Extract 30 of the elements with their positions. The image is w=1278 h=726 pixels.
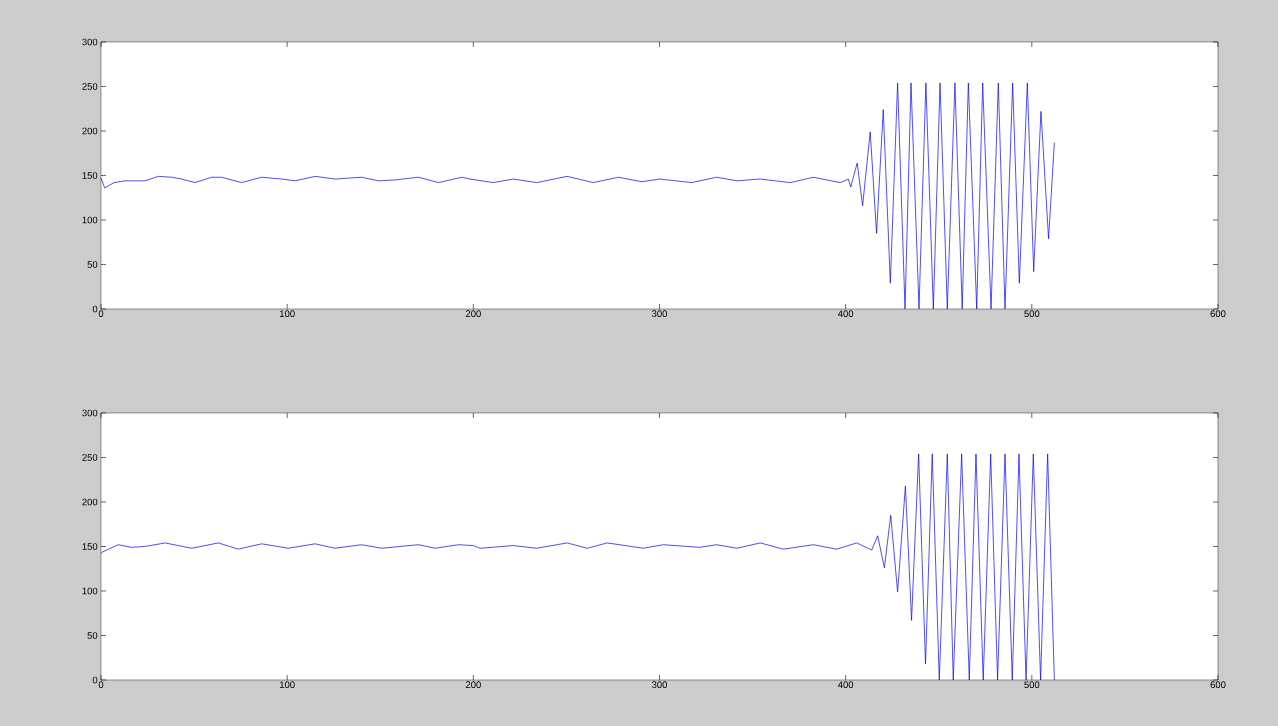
x-tick-label: 400 (837, 681, 854, 689)
line-series (100, 453, 1055, 681)
x-tick-label: 0 (98, 681, 104, 689)
x-tick-label: 200 (465, 310, 481, 318)
y-tick-label: 150 (82, 543, 98, 550)
y-tick-label: 300 (82, 38, 98, 46)
x-tick-label: 400 (837, 310, 854, 318)
x-tick-label: 200 (465, 681, 481, 689)
y-tick-label: 50 (87, 632, 98, 639)
y-tick-label: 200 (82, 498, 98, 506)
x-tick-label: 0 (98, 310, 104, 318)
y-tick-label: 150 (82, 172, 98, 179)
x-tick-label: 500 (1024, 681, 1040, 689)
y-tick-label: 250 (82, 454, 98, 461)
line-series (100, 82, 1055, 310)
y-tick-label: 100 (82, 216, 98, 224)
x-tick-label: 300 (651, 310, 668, 318)
x-tick-label: 600 (1210, 681, 1226, 689)
x-tick-label: 100 (280, 681, 295, 689)
y-tick-label: 250 (82, 83, 98, 90)
y-tick-label: 300 (82, 409, 98, 417)
x-tick-label: 500 (1024, 310, 1040, 318)
y-tick-label: 0 (92, 305, 98, 313)
x-tick-label: 100 (280, 310, 295, 318)
y-tick-label: 100 (82, 587, 98, 595)
y-tick-label: 200 (82, 127, 98, 135)
x-tick-label: 300 (651, 681, 668, 689)
y-tick-label: 0 (92, 676, 98, 684)
x-tick-label: 600 (1210, 310, 1226, 318)
y-tick-label: 50 (87, 261, 98, 268)
